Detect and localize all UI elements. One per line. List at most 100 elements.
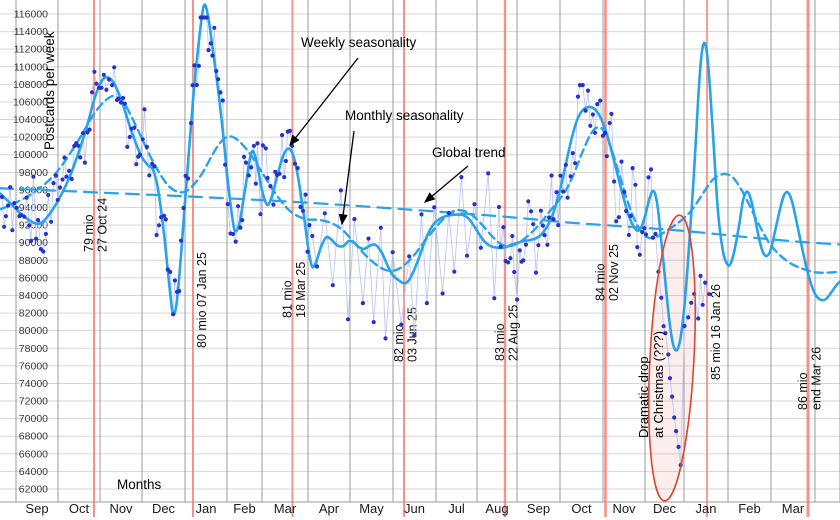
data-point xyxy=(322,211,327,216)
data-point xyxy=(89,90,95,95)
data-point xyxy=(287,128,292,133)
data-point xyxy=(575,94,581,99)
data-point xyxy=(515,297,520,302)
data-point xyxy=(60,177,65,182)
annotation-christmas-drop-line1: Dramatic drop xyxy=(636,356,651,438)
y-tick-label: 76000 xyxy=(19,360,48,372)
data-point xyxy=(510,233,515,239)
data-point xyxy=(3,214,8,219)
data-point xyxy=(218,90,223,95)
x-month-label: Dec xyxy=(653,501,677,516)
data-point xyxy=(260,143,265,148)
data-point xyxy=(127,134,132,140)
data-point xyxy=(57,185,63,190)
data-point xyxy=(76,143,81,148)
y-tick-label: 88000 xyxy=(19,255,48,267)
milestone-label: 83 mio22 Aug 25 xyxy=(493,305,521,361)
annotation-arrow-global xyxy=(424,165,469,203)
data-point xyxy=(663,331,668,336)
data-point xyxy=(181,205,186,211)
y-tick-label: 64000 xyxy=(19,466,48,478)
data-point xyxy=(472,202,477,207)
data-point xyxy=(46,192,51,198)
data-point xyxy=(542,233,547,238)
milestone-label: 81 mio18 Mar 25 xyxy=(281,262,309,318)
data-point xyxy=(517,248,522,253)
data-point xyxy=(43,231,49,237)
data-point xyxy=(558,173,563,178)
data-point xyxy=(637,252,642,257)
data-point xyxy=(163,217,168,222)
data-point xyxy=(112,65,117,70)
data-point xyxy=(689,300,694,305)
data-point xyxy=(28,238,34,243)
y-tick-label: 94000 xyxy=(19,202,48,214)
data-point xyxy=(192,63,197,68)
x-axis-title: Months xyxy=(117,477,162,492)
data-point xyxy=(35,217,41,223)
data-point xyxy=(556,223,561,228)
data-point xyxy=(190,83,195,88)
data-point xyxy=(330,283,335,288)
data-point xyxy=(51,181,56,186)
data-point xyxy=(41,249,46,254)
data-point xyxy=(666,352,671,357)
x-month-label: May xyxy=(359,501,384,516)
data-point xyxy=(583,108,588,113)
data-point xyxy=(506,260,511,265)
data-point xyxy=(648,167,654,172)
data-point xyxy=(55,197,60,203)
data-point xyxy=(399,322,404,327)
data-point xyxy=(371,320,376,325)
data-point xyxy=(231,231,236,237)
y-tick-label: 62000 xyxy=(19,484,48,496)
data-point xyxy=(619,159,624,164)
data-point xyxy=(676,444,681,449)
data-point xyxy=(588,123,593,128)
y-axis-title: Postcards per week xyxy=(42,31,57,150)
data-point xyxy=(258,212,263,217)
data-point xyxy=(590,112,596,117)
data-point xyxy=(595,102,600,107)
data-point xyxy=(243,160,249,165)
data-point xyxy=(263,146,268,151)
data-point xyxy=(568,174,573,179)
data-point xyxy=(603,130,608,135)
data-point xyxy=(533,270,539,275)
milestone-label: 85 mio 16 Jan 26 xyxy=(709,284,723,380)
data-point xyxy=(64,174,69,179)
data-point xyxy=(573,161,578,166)
milestone-label: 80 mio 07 Jan 25 xyxy=(195,252,209,348)
data-point xyxy=(633,182,638,187)
data-point xyxy=(168,269,173,274)
data-point xyxy=(580,83,585,88)
data-point xyxy=(22,214,27,219)
weekly-seasonality-curve xyxy=(0,3,840,352)
data-point xyxy=(698,273,703,278)
y-tick-label: 78000 xyxy=(19,343,48,355)
y-tick-label: 84000 xyxy=(19,290,48,302)
data-point xyxy=(277,171,282,176)
annotation-global-trend: Global trend xyxy=(432,145,506,160)
data-point xyxy=(686,315,691,320)
data-point xyxy=(407,254,412,259)
data-point xyxy=(214,68,219,74)
data-point xyxy=(196,63,201,68)
data-point xyxy=(624,208,629,214)
data-point xyxy=(24,195,29,200)
data-point xyxy=(265,175,270,181)
data-point xyxy=(612,179,617,184)
data-point xyxy=(600,133,606,138)
data-point xyxy=(307,223,312,228)
data-point xyxy=(366,236,371,241)
data-point xyxy=(240,218,245,223)
data-point xyxy=(565,195,570,200)
data-point xyxy=(92,69,97,74)
data-point xyxy=(82,160,87,165)
data-point xyxy=(6,203,11,208)
x-month-label: Jul xyxy=(448,501,465,516)
data-point xyxy=(118,100,123,105)
data-point xyxy=(526,199,531,204)
data-point xyxy=(545,242,550,247)
y-tick-label: 112000 xyxy=(14,44,48,56)
